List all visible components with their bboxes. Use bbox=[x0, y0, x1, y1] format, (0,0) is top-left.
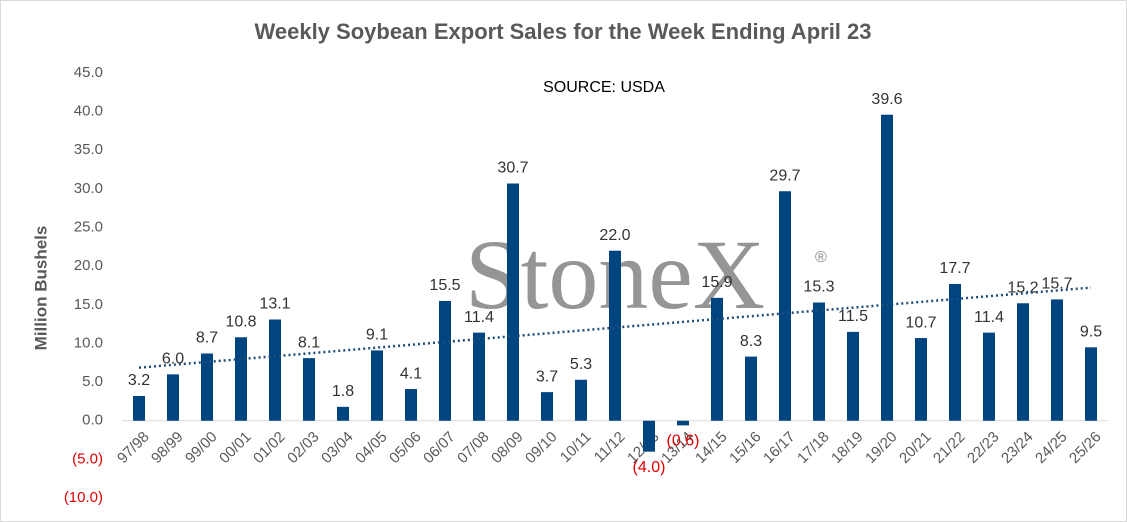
bar bbox=[643, 420, 655, 452]
bar bbox=[337, 406, 349, 421]
value-label: 9.5 bbox=[1080, 324, 1102, 341]
value-label: 11.4 bbox=[974, 309, 1004, 326]
y-axis-label: Million Bushels bbox=[31, 226, 50, 351]
value-label: 6.0 bbox=[162, 351, 184, 368]
bar bbox=[235, 337, 247, 421]
y-tick-label: 20.0 bbox=[74, 257, 103, 274]
bar bbox=[677, 420, 689, 426]
value-label: 15.5 bbox=[429, 277, 460, 294]
value-label: 8.3 bbox=[740, 333, 762, 350]
bar bbox=[745, 356, 757, 421]
bar bbox=[1085, 347, 1097, 421]
value-label: 10.7 bbox=[905, 314, 936, 331]
y-tick-label: 15.0 bbox=[74, 296, 103, 313]
bar bbox=[303, 358, 315, 421]
value-label: 3.2 bbox=[128, 372, 150, 389]
value-label: 15.9 bbox=[701, 274, 732, 291]
bar bbox=[405, 389, 417, 421]
watermark-mark: ® bbox=[815, 249, 827, 266]
value-label: 15.7 bbox=[1041, 276, 1072, 293]
value-label: 9.1 bbox=[366, 327, 388, 344]
value-label: 17.7 bbox=[939, 260, 970, 277]
bar bbox=[133, 396, 145, 421]
value-label: 30.7 bbox=[497, 160, 528, 177]
value-label: 15.3 bbox=[803, 279, 834, 296]
y-tick-label: 35.0 bbox=[74, 141, 103, 158]
bar bbox=[201, 353, 213, 421]
value-label: (4.0) bbox=[633, 459, 666, 476]
value-label: 11.4 bbox=[464, 309, 494, 326]
y-tick-label: 25.0 bbox=[74, 219, 103, 236]
bar bbox=[949, 283, 961, 421]
bar bbox=[269, 319, 281, 421]
value-label: 1.8 bbox=[332, 383, 354, 400]
y-tick-label: 10.0 bbox=[74, 334, 103, 351]
bar bbox=[813, 302, 825, 421]
bar bbox=[915, 338, 927, 421]
y-tick-label: 0.0 bbox=[82, 412, 103, 429]
value-label: (0.6) bbox=[667, 433, 700, 450]
y-tick-label: 30.0 bbox=[74, 180, 103, 197]
bar bbox=[575, 379, 587, 421]
y-tick-label: 45.0 bbox=[74, 64, 103, 81]
bar bbox=[1051, 299, 1063, 421]
value-label: 5.3 bbox=[570, 356, 592, 373]
bar bbox=[609, 250, 621, 421]
bar bbox=[983, 332, 995, 421]
value-label: 11.5 bbox=[838, 308, 868, 325]
bar bbox=[847, 331, 859, 421]
bar bbox=[473, 332, 485, 421]
value-label: 10.8 bbox=[225, 313, 256, 330]
bar bbox=[779, 191, 791, 421]
bar bbox=[881, 114, 893, 421]
bar bbox=[1017, 303, 1029, 421]
value-label: 3.7 bbox=[536, 368, 558, 385]
bar bbox=[541, 392, 553, 421]
y-tick-label: 5.0 bbox=[82, 373, 103, 390]
bar bbox=[711, 297, 723, 421]
chart-title: Weekly Soybean Export Sales for the Week… bbox=[255, 19, 872, 44]
value-label: 29.7 bbox=[769, 167, 800, 184]
annotation: SOURCE: USDA bbox=[543, 79, 665, 96]
bar bbox=[167, 374, 179, 421]
trendline bbox=[138, 286, 1092, 369]
bar bbox=[439, 300, 451, 421]
bar bbox=[371, 350, 383, 421]
value-label: 4.1 bbox=[400, 365, 422, 382]
bar bbox=[507, 183, 519, 421]
y-tick-label: (10.0) bbox=[64, 489, 103, 506]
y-tick-label: (5.0) bbox=[72, 450, 103, 467]
value-label: 39.6 bbox=[871, 91, 902, 108]
value-label: 8.1 bbox=[298, 334, 320, 351]
value-label: 13.1 bbox=[259, 296, 290, 313]
y-tick-label: 40.0 bbox=[74, 103, 103, 120]
value-label: 22.0 bbox=[599, 227, 630, 244]
value-label: 8.7 bbox=[196, 330, 218, 347]
